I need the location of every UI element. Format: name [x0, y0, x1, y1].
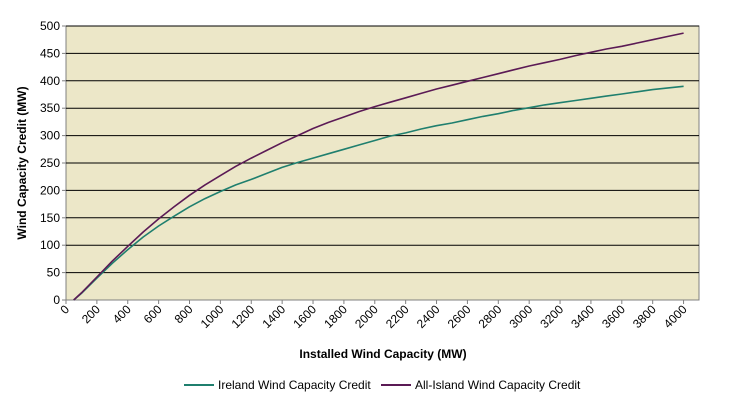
legend: Ireland Wind Capacity Credit All-Island …	[184, 378, 581, 392]
legend-label-ireland: Ireland Wind Capacity Credit	[218, 378, 371, 392]
x-tick-label-2800: 2800	[476, 302, 505, 331]
x-tick-label-1800: 1800	[321, 302, 350, 331]
y-tick-label-450: 450	[40, 46, 60, 60]
x-tick-label-3400: 3400	[568, 302, 597, 331]
x-tick-label-3000: 3000	[507, 302, 536, 331]
gridlines	[66, 25, 699, 274]
x-tick-label-1200: 1200	[229, 302, 258, 331]
y-tick-label-200: 200	[40, 183, 60, 197]
x-tick-label-2200: 2200	[383, 302, 412, 331]
x-tick-label-1600: 1600	[290, 302, 319, 331]
series-line-ireland	[73, 85, 684, 301]
x-axis-title: Installed Wind Capacity (MW)	[299, 347, 466, 361]
x-tick-label-2000: 2000	[352, 302, 381, 331]
y-tick-label-0: 0	[53, 293, 60, 307]
y-tick-label-350: 350	[40, 101, 60, 115]
series-line-all-island	[73, 32, 684, 301]
y-tick-label-150: 150	[40, 211, 60, 225]
x-tick-label-3600: 3600	[599, 302, 628, 331]
x-tick-label-0: 0	[57, 302, 72, 317]
y-tick-label-400: 400	[40, 74, 60, 88]
x-tick-label-1400: 1400	[259, 302, 288, 331]
x-tick-label-200: 200	[79, 302, 103, 326]
series-lines	[73, 32, 684, 301]
x-tick-label-3800: 3800	[630, 302, 659, 331]
x-tick-label-800: 800	[172, 302, 196, 326]
x-tick-label-2600: 2600	[445, 302, 474, 331]
x-tick-label-400: 400	[110, 302, 134, 326]
y-axis-title: Wind Capacity Credit (MW)	[15, 86, 29, 239]
y-tick-label-300: 300	[40, 129, 60, 143]
y-tick-label-250: 250	[40, 156, 60, 170]
x-tick-label-1000: 1000	[198, 302, 227, 331]
x-tick-label-2400: 2400	[414, 302, 443, 331]
y-tick-label-50: 50	[47, 266, 61, 280]
x-tick-label-4000: 4000	[661, 302, 690, 331]
axes	[62, 25, 685, 304]
x-tick-label-600: 600	[141, 302, 165, 326]
x-tick-label-3200: 3200	[537, 302, 566, 331]
y-tick-label-500: 500	[40, 19, 60, 33]
legend-label-all-island: All-Island Wind Capacity Credit	[415, 378, 581, 392]
y-tick-label-100: 100	[40, 238, 60, 252]
